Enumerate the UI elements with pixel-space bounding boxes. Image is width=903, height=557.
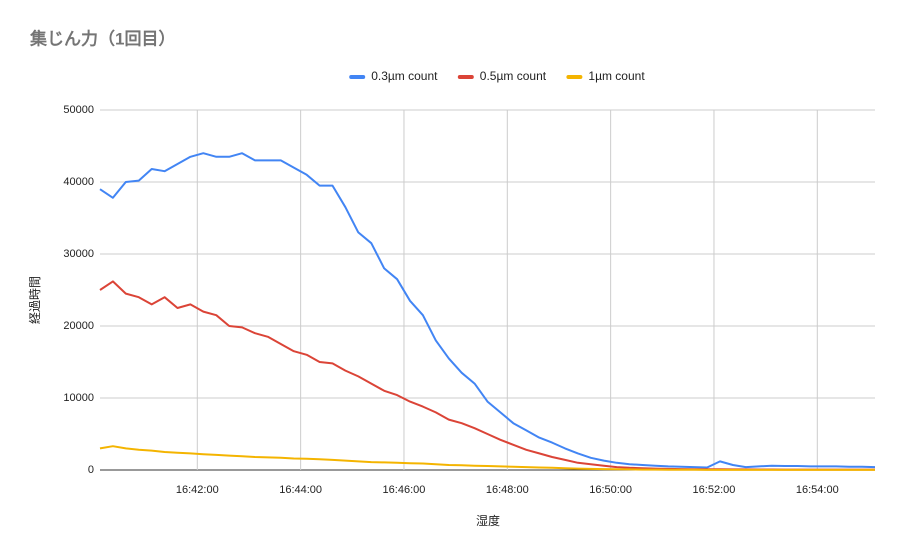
x-tick-label: 16:46:00 <box>383 484 426 496</box>
y-tick-label: 0 <box>88 464 94 476</box>
x-tick-label: 16:44:00 <box>279 484 322 496</box>
x-tick-label: 16:42:00 <box>176 484 219 496</box>
series-line <box>99 152 876 469</box>
y-tick-label: 40000 <box>63 176 94 188</box>
y-tick-label: 30000 <box>63 248 94 260</box>
x-tick-label: 16:48:00 <box>486 484 529 496</box>
y-axis-title: 経過時間 <box>28 276 42 324</box>
x-tick-label: 16:50:00 <box>589 484 632 496</box>
legend-label: 0.5µm count <box>480 69 547 83</box>
x-axis-title: 湿度 <box>476 513 500 528</box>
legend-label: 0.3µm count <box>371 69 438 83</box>
x-tick-label: 16:54:00 <box>796 484 839 496</box>
y-tick-label: 50000 <box>63 104 94 116</box>
series-line <box>99 445 875 471</box>
chart-title: 集じん力（1回目） <box>29 28 175 48</box>
y-tick-label: 10000 <box>63 392 94 404</box>
y-tick-label: 20000 <box>63 320 94 332</box>
x-tick-label: 16:52:00 <box>693 484 736 496</box>
legend-label: 1µm count <box>588 69 645 83</box>
